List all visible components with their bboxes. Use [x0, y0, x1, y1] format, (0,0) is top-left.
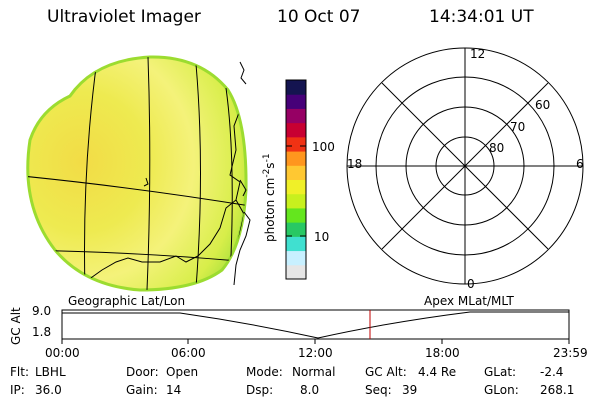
gain-value: 14 — [166, 383, 182, 397]
gc-alt-label: GC Alt: — [365, 365, 407, 379]
color-scale-segment — [286, 94, 306, 109]
polar-label-12: 12 — [470, 47, 486, 61]
time-label: 14:34:01 UT — [429, 7, 534, 27]
color-scale-segment — [286, 193, 306, 209]
polar-lat-60: 60 — [535, 98, 551, 112]
color-scale-segment — [286, 264, 306, 280]
colorbar-tick-10: 10 — [314, 230, 330, 244]
gc-alt-value: 4.4 Re — [418, 365, 457, 379]
apex-grid-label: Apex MLat/MLT — [424, 294, 514, 308]
gain-label: Gain: — [126, 383, 158, 397]
color-scale-segment — [286, 179, 306, 195]
color-scale-ticks — [286, 145, 306, 237]
ip-label: IP: — [10, 383, 25, 397]
color-scale-segment — [286, 80, 306, 95]
color-scale-segment — [286, 151, 306, 166]
color-scale-segment — [286, 236, 306, 252]
filter-label: Flt: — [10, 365, 29, 379]
polar-lat-70: 70 — [510, 120, 526, 134]
door-label: Door: — [126, 365, 159, 379]
color-scale-segment — [286, 136, 306, 152]
color-scale-segment — [286, 222, 306, 237]
geographic-grid-label: Geographic Lat/Lon — [68, 294, 186, 308]
altitude-min-label: 1.8 — [32, 325, 52, 339]
colorbar-tick-100: 100 — [312, 140, 335, 154]
time-tick-0000: 00:00 — [45, 346, 80, 360]
polar-label-18: 18 — [347, 157, 363, 171]
ip-value: 36.0 — [35, 383, 62, 397]
time-tick-2359: 23:59 — [553, 346, 588, 360]
color-scale-segment — [286, 250, 306, 266]
time-tick-0600: 06:00 — [171, 346, 206, 360]
colorbar-unit-label: photon cm-2s-1 — [262, 153, 277, 242]
color-scale-border — [285, 79, 307, 280]
seq-value: 39 — [402, 383, 418, 397]
color-scale-segment — [286, 122, 306, 138]
glon-label: GLon: — [484, 383, 519, 397]
polar-label-0: 0 — [467, 277, 475, 291]
uv-earth-image — [26, 55, 251, 292]
color-scale-bar — [285, 79, 307, 280]
time-tick-1800: 18:00 — [425, 346, 460, 360]
filter-value: LBHL — [35, 365, 66, 379]
dsp-value: 8.0 — [300, 383, 320, 397]
dsp-label: Dsp: — [246, 383, 274, 397]
altitude-axis-label: GC Alt — [9, 307, 23, 345]
polar-grid — [346, 47, 584, 285]
mode-value: Normal — [292, 365, 336, 379]
glat-value: -2.4 — [540, 365, 564, 379]
glon-value: 268.1 — [540, 383, 575, 397]
polar-label-6: 6 — [576, 157, 584, 171]
color-scale-segment — [286, 165, 306, 180]
app-title: Ultraviolet Imager — [47, 7, 201, 27]
time-tick-1200: 12:00 — [298, 346, 333, 360]
glat-label: GLat: — [484, 365, 517, 379]
seq-label: Seq: — [365, 383, 392, 397]
color-scale-segment — [286, 108, 306, 124]
altitude-chart — [61, 309, 570, 344]
polar-lat-80: 80 — [489, 141, 505, 155]
date-label: 10 Oct 07 — [277, 7, 361, 27]
mode-label: Mode: — [246, 365, 283, 379]
door-value: Open — [166, 365, 199, 379]
altitude-max-label: 9.0 — [32, 304, 52, 318]
color-scale-segment — [286, 207, 306, 223]
